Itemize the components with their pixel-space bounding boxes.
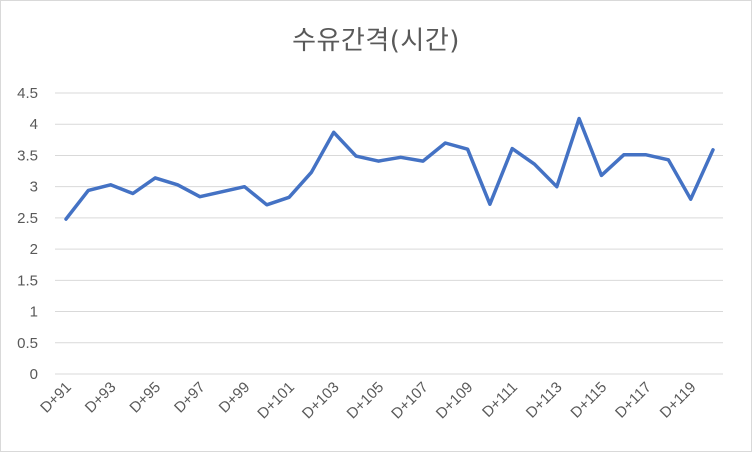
- x-tick-label: D+93: [82, 379, 120, 417]
- y-tick-label: 4: [30, 116, 38, 133]
- y-tick-label: 3.5: [17, 147, 38, 164]
- y-tick-label: 0: [30, 366, 38, 383]
- x-tick-label: D+105: [344, 379, 388, 423]
- y-tick-label: 1.5: [17, 272, 38, 289]
- x-tick-label: D+111: [479, 379, 521, 421]
- x-axis-ticks: D+91 D+93 D+95 D+97 D+99 D+101 D+103 D+105 D+107…: [37, 379, 699, 423]
- x-tick-label: D+113: [523, 379, 566, 422]
- x-tick-label: D+109: [433, 379, 477, 423]
- x-tick-label: D+99: [216, 379, 254, 417]
- chart-title: 수유간격(시간): [292, 26, 460, 56]
- x-tick-label: D+119: [657, 379, 700, 422]
- y-tick-label: 4.5: [17, 85, 38, 102]
- y-tick-label: 2.5: [17, 210, 38, 227]
- x-tick-label: D+97: [171, 379, 209, 417]
- x-tick-label: D+101: [254, 379, 298, 423]
- x-tick-label: D+95: [126, 379, 164, 417]
- series-group: [64, 116, 715, 221]
- x-tick-label: D+117: [612, 379, 655, 422]
- x-tick-label: D+103: [299, 379, 343, 423]
- y-tick-label: 2: [30, 241, 38, 258]
- y-tick-label: 1: [30, 304, 38, 321]
- gridlines: [55, 92, 723, 375]
- y-axis-ticks: 0 0.5 1 1.5 2 2.5 3 3.5 4 4.5: [17, 85, 38, 383]
- y-tick-label: 0.5: [17, 335, 38, 352]
- x-tick-label: D+107: [388, 379, 432, 423]
- x-tick-label: D+115: [567, 379, 610, 422]
- y-tick-label: 3: [30, 179, 38, 196]
- x-tick-label: D+91: [37, 379, 75, 417]
- series-line-0: [64, 116, 715, 221]
